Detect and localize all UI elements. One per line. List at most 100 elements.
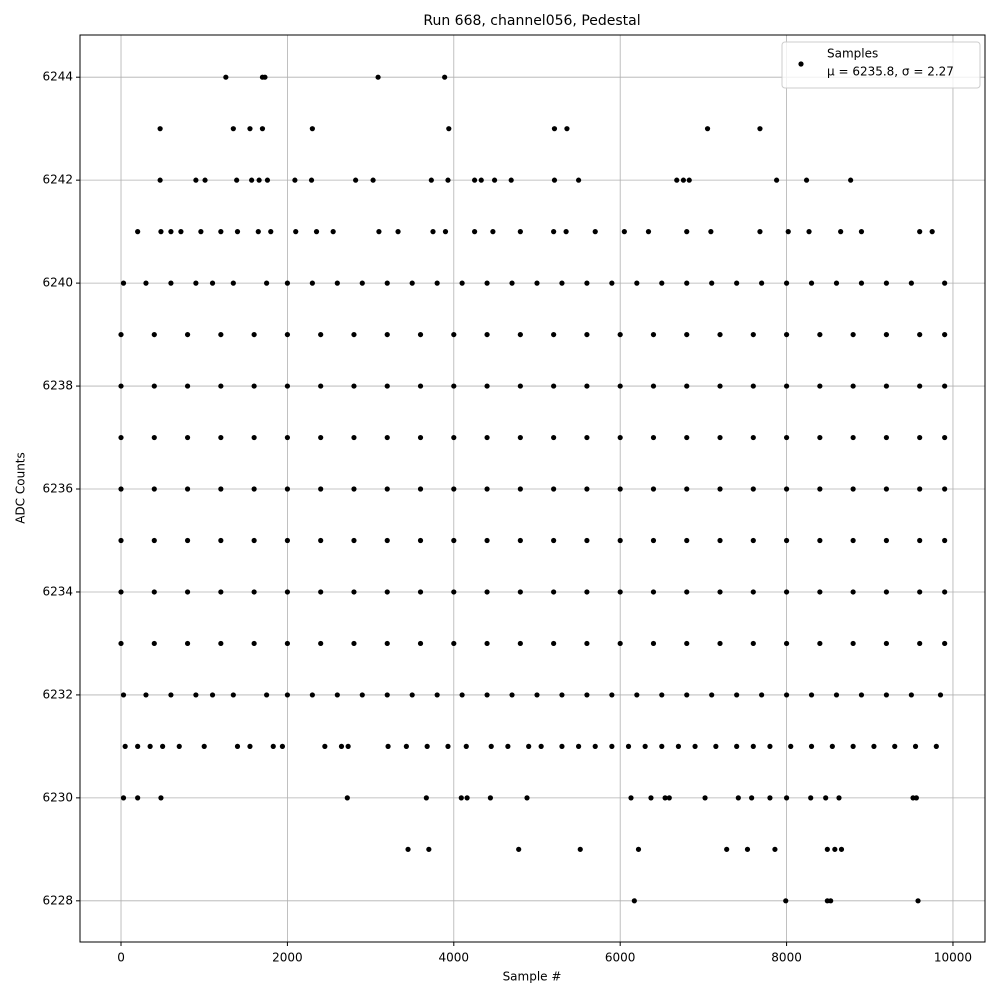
point bbox=[284, 640, 291, 647]
legend-marker bbox=[798, 61, 804, 67]
point bbox=[850, 743, 856, 749]
point bbox=[517, 229, 523, 235]
point bbox=[451, 434, 457, 441]
point bbox=[850, 383, 856, 389]
point bbox=[783, 486, 790, 492]
point bbox=[184, 486, 191, 492]
point bbox=[783, 280, 790, 286]
point bbox=[517, 434, 523, 441]
point bbox=[828, 898, 834, 904]
point bbox=[198, 229, 204, 235]
point bbox=[883, 331, 890, 338]
point bbox=[686, 177, 692, 183]
point bbox=[376, 229, 382, 235]
point bbox=[883, 692, 890, 698]
point bbox=[917, 331, 923, 338]
point bbox=[284, 589, 291, 595]
point bbox=[575, 743, 582, 749]
point bbox=[684, 434, 690, 441]
point bbox=[284, 331, 291, 338]
point bbox=[384, 383, 390, 389]
point bbox=[318, 640, 324, 647]
point bbox=[584, 692, 590, 698]
point bbox=[817, 383, 823, 389]
point bbox=[785, 229, 791, 235]
point bbox=[160, 743, 166, 749]
point bbox=[353, 177, 359, 183]
point bbox=[459, 280, 465, 286]
point bbox=[808, 280, 815, 286]
point bbox=[118, 383, 124, 389]
point bbox=[850, 589, 856, 595]
point bbox=[490, 229, 496, 235]
legend-label: Samples bbox=[827, 47, 878, 61]
point bbox=[717, 434, 723, 441]
point bbox=[832, 846, 838, 852]
point bbox=[577, 846, 583, 852]
point bbox=[584, 640, 590, 647]
point bbox=[913, 795, 919, 801]
point bbox=[823, 795, 829, 801]
point bbox=[151, 486, 157, 492]
point bbox=[650, 331, 657, 338]
y-tick-label: 6236 bbox=[42, 482, 73, 496]
x-tick-label: 0 bbox=[117, 951, 125, 965]
point bbox=[259, 126, 266, 132]
point bbox=[230, 280, 236, 286]
point bbox=[917, 589, 923, 595]
point bbox=[684, 331, 690, 338]
point bbox=[709, 692, 715, 698]
point bbox=[675, 743, 682, 749]
point bbox=[744, 846, 751, 852]
point bbox=[118, 486, 124, 492]
point bbox=[592, 743, 598, 749]
point bbox=[151, 331, 157, 338]
point bbox=[564, 126, 570, 132]
point bbox=[783, 692, 790, 698]
point bbox=[942, 640, 948, 647]
point bbox=[883, 640, 890, 647]
point bbox=[858, 229, 865, 235]
point bbox=[423, 795, 429, 801]
point bbox=[251, 331, 257, 338]
point bbox=[351, 383, 357, 389]
point bbox=[617, 486, 623, 492]
point bbox=[551, 383, 557, 389]
point bbox=[917, 383, 923, 389]
point bbox=[508, 177, 514, 183]
point bbox=[318, 383, 324, 389]
point bbox=[645, 229, 652, 235]
point bbox=[351, 640, 357, 647]
point bbox=[917, 486, 923, 492]
point bbox=[717, 331, 723, 338]
y-tick-label: 6228 bbox=[42, 893, 73, 907]
point bbox=[445, 177, 451, 183]
point bbox=[808, 743, 815, 749]
point bbox=[471, 229, 478, 235]
point bbox=[218, 589, 224, 595]
point bbox=[284, 537, 291, 544]
point bbox=[850, 640, 856, 647]
point bbox=[817, 589, 823, 595]
point bbox=[417, 589, 424, 595]
point bbox=[403, 743, 409, 749]
point bbox=[218, 229, 224, 235]
point bbox=[871, 743, 877, 749]
x-axis-label: Sample # bbox=[503, 970, 562, 984]
point bbox=[318, 589, 324, 595]
point bbox=[442, 74, 448, 80]
point bbox=[858, 692, 865, 698]
point bbox=[717, 486, 723, 492]
point bbox=[264, 280, 270, 286]
point bbox=[334, 692, 340, 698]
x-tick-label: 4000 bbox=[439, 951, 470, 965]
point bbox=[942, 434, 948, 441]
point bbox=[147, 743, 153, 749]
point bbox=[451, 537, 457, 544]
point bbox=[509, 280, 515, 286]
point bbox=[917, 434, 923, 441]
point bbox=[118, 640, 124, 647]
point bbox=[384, 434, 390, 441]
legend-box bbox=[781, 41, 981, 89]
point bbox=[417, 383, 424, 389]
